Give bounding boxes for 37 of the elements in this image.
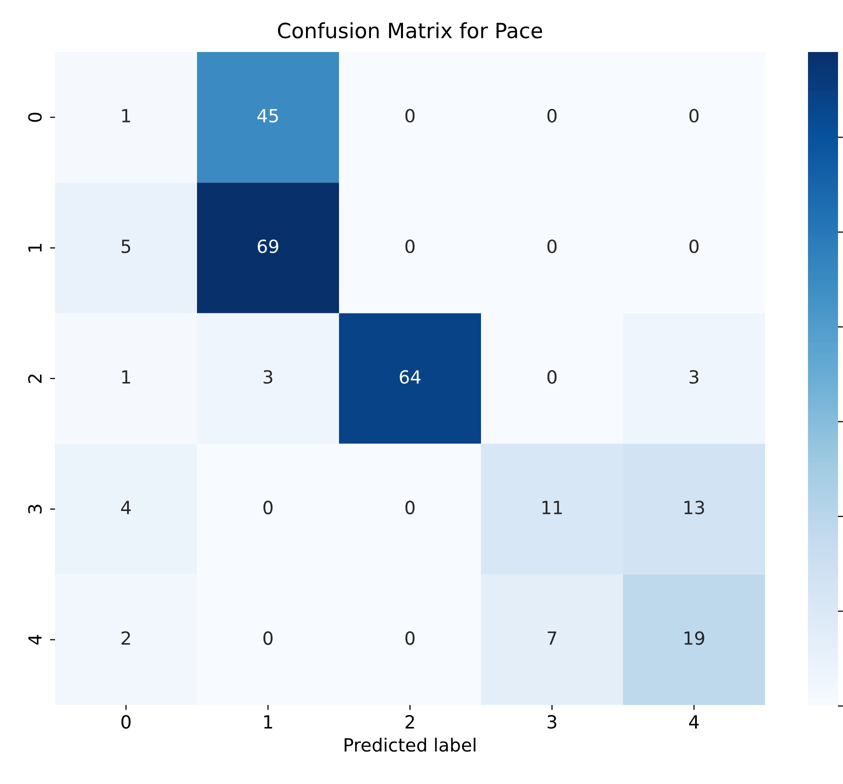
data-label: 45 — [257, 109, 278, 123]
y-tick-label: 1 — [28, 244, 42, 252]
data-label: 64 — [400, 370, 420, 384]
x-tick-label: 3 — [548, 715, 556, 729]
data-label: 0 — [547, 108, 557, 123]
data-label: 5 — [122, 240, 130, 254]
x-axis-title: Predicted label — [344, 738, 476, 752]
chart-title: Confusion Matrix for Pace — [278, 22, 542, 38]
y-tick-label: 2 — [28, 374, 42, 383]
x-tick-label: 4 — [689, 715, 699, 728]
data-label: 0 — [405, 500, 415, 514]
data-label: 0 — [689, 239, 699, 254]
y-tick-label: 0 — [28, 112, 42, 122]
x-tick-label: 0 — [121, 715, 131, 729]
data-label: 0 — [405, 108, 415, 123]
data-label: 0 — [405, 239, 415, 254]
data-label: 0 — [547, 239, 557, 254]
data-label: 13 — [684, 500, 704, 514]
data-label: 69 — [258, 239, 278, 254]
data-label: 2 — [122, 631, 130, 645]
data-label: 3 — [690, 370, 698, 384]
data-label: 11 — [542, 500, 562, 514]
data-label: 19 — [684, 631, 704, 645]
data-label: 1 — [122, 370, 130, 384]
data-label: 7 — [548, 632, 556, 645]
data-label: 0 — [689, 108, 699, 123]
data-label: 0 — [263, 631, 273, 645]
data-label: 0 — [547, 370, 557, 384]
x-tick-label: 1 — [264, 715, 272, 728]
data-label: 1 — [122, 109, 130, 122]
data-label: 4 — [121, 500, 131, 514]
x-tick-label: 2 — [406, 715, 414, 728]
y-tick-label: 3 — [28, 504, 42, 514]
y-tick-label: 4 — [28, 634, 42, 645]
data-label: 0 — [263, 500, 273, 514]
data-label: 0 — [405, 631, 415, 645]
data-label: 3 — [264, 370, 272, 384]
